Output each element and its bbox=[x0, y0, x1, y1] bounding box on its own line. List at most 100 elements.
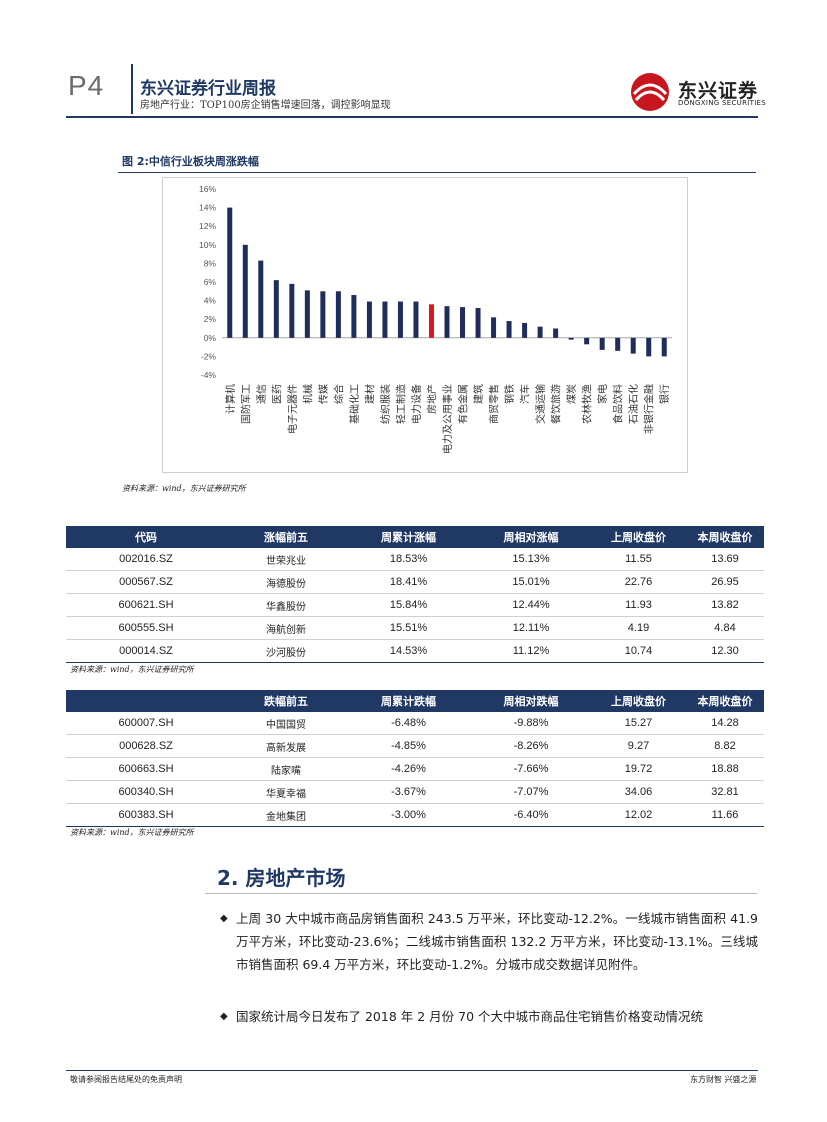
x-tick-label: 建材 bbox=[363, 384, 376, 404]
value-cell: 4.84 bbox=[686, 616, 764, 640]
stock-name-cell: 金地集团 bbox=[226, 803, 346, 827]
value-cell: 11.93 bbox=[591, 593, 686, 617]
paragraph: 上周 30 大中城市商品房销售面积 243.5 万平米，环比变动-12.2%。一… bbox=[236, 911, 758, 972]
bar bbox=[599, 337, 605, 350]
col-header: 跌幅前五 bbox=[226, 690, 346, 712]
value-cell: 13.69 bbox=[686, 548, 764, 571]
value-cell: 14.53% bbox=[346, 639, 471, 663]
value-cell: 12.02 bbox=[591, 803, 686, 827]
value-cell: -6.48% bbox=[346, 712, 471, 735]
value-cell: -6.40% bbox=[471, 803, 591, 827]
x-tick-label: 医药 bbox=[271, 384, 283, 404]
stock-name-cell: 高新发展 bbox=[226, 734, 346, 758]
x-tick-label: 商贸零售 bbox=[488, 384, 501, 424]
losers-header-row: 跌幅前五 周累计跌幅 周相对跌幅 上周收盘价 本周收盘价 bbox=[66, 690, 764, 712]
logo-text-en: DONGXING SECURITIES bbox=[678, 99, 767, 107]
bar bbox=[506, 321, 512, 338]
stock-code-cell: 000567.SZ bbox=[66, 570, 226, 594]
value-cell: -8.26% bbox=[471, 734, 591, 758]
bar bbox=[522, 322, 528, 338]
value-cell: 12.44% bbox=[471, 593, 591, 617]
x-tick-label: 农林牧渔 bbox=[581, 384, 594, 424]
value-cell: 22.76 bbox=[591, 570, 686, 594]
bar bbox=[273, 280, 279, 338]
table-row: 002016.SZ 世荣兆业 18.53% 15.13% 11.55 13.69 bbox=[66, 548, 764, 571]
x-tick-label: 轻工制造 bbox=[394, 384, 407, 424]
x-tick-label: 基础化工 bbox=[348, 384, 361, 424]
y-tick-label: 10% bbox=[199, 240, 216, 250]
stock-name-cell: 中国国贸 bbox=[226, 712, 346, 735]
bar bbox=[661, 337, 667, 357]
col-header: 本周收盘价 bbox=[686, 690, 764, 712]
bar bbox=[553, 328, 559, 338]
col-header: 周累计跌幅 bbox=[346, 690, 471, 712]
y-tick-label: -4% bbox=[201, 370, 217, 380]
col-header: 周相对跌幅 bbox=[471, 690, 591, 712]
bar bbox=[630, 337, 636, 354]
value-cell: 4.19 bbox=[591, 616, 686, 640]
value-cell: 26.95 bbox=[686, 570, 764, 594]
col-header: 周累计涨幅 bbox=[346, 526, 471, 548]
y-tick-label: 14% bbox=[199, 203, 216, 213]
value-cell: -9.88% bbox=[471, 712, 591, 735]
col-header: 涨幅前五 bbox=[226, 526, 346, 548]
value-cell: 34.06 bbox=[591, 780, 686, 804]
bar bbox=[320, 291, 326, 338]
value-cell: -4.26% bbox=[346, 757, 471, 781]
x-tick-label: 计算机 bbox=[224, 384, 237, 414]
y-tick-label: 8% bbox=[204, 258, 217, 268]
bar bbox=[475, 308, 481, 338]
paragraph: 国家统计局今日发布了 2018 年 2 月份 70 个大中城市商品住宅销售价格变… bbox=[236, 1009, 704, 1024]
dongxing-logo-icon bbox=[631, 73, 669, 111]
bar bbox=[537, 326, 543, 338]
losers-table: 跌幅前五 周累计跌幅 周相对跌幅 上周收盘价 本周收盘价 600007.SH 中国… bbox=[66, 690, 764, 827]
col-header: 代码 bbox=[66, 526, 226, 548]
bar bbox=[351, 295, 357, 338]
section-heading: 2. 房地产市场 bbox=[217, 866, 346, 890]
table-row: 600007.SH 中国国贸 -6.48% -9.88% 15.27 14.28 bbox=[66, 712, 764, 735]
y-tick-label: 4% bbox=[204, 296, 217, 306]
value-cell: 15.27 bbox=[591, 712, 686, 735]
value-cell: 10.74 bbox=[591, 639, 686, 663]
stock-code-cell: 600383.SH bbox=[66, 803, 226, 827]
col-header: 周相对涨幅 bbox=[471, 526, 591, 548]
report-title: 东兴证券行业周报 bbox=[140, 79, 276, 99]
report-subtitle: 房地产行业：TOP100房企销售增速回落，调控影响显现 bbox=[140, 100, 391, 111]
x-tick-label: 有色金属 bbox=[457, 384, 470, 424]
stock-name-cell: 海航创新 bbox=[226, 616, 346, 640]
value-cell: -3.00% bbox=[346, 803, 471, 827]
y-tick-label: 0% bbox=[204, 333, 217, 343]
footer-disclaimer: 敬请参阅报告结尾处的免责声明 bbox=[70, 1075, 182, 1084]
logo-text-cn: 东兴证券 bbox=[678, 80, 759, 102]
y-tick-label: 2% bbox=[204, 314, 217, 324]
col-header bbox=[66, 690, 226, 712]
bullet-icon: ◆ bbox=[220, 913, 228, 924]
gainers-header-row: 代码 涨幅前五 周累计涨幅 周相对涨幅 上周收盘价 本周收盘价 bbox=[66, 526, 764, 548]
bar bbox=[366, 301, 372, 338]
stock-name-cell: 世荣兆业 bbox=[226, 548, 346, 571]
header-divider bbox=[131, 64, 133, 114]
page-number: P4 bbox=[68, 70, 105, 101]
x-tick-label: 机械 bbox=[301, 384, 314, 404]
value-cell: -7.07% bbox=[471, 780, 591, 804]
x-tick-label: 家电 bbox=[596, 384, 609, 404]
value-cell: 12.30 bbox=[686, 639, 764, 663]
col-header: 本周收盘价 bbox=[686, 526, 764, 548]
x-tick-label: 建筑 bbox=[472, 384, 485, 404]
section-rule bbox=[205, 893, 757, 894]
value-cell: -4.85% bbox=[346, 734, 471, 758]
gainers-source: 资料来源：wind，东兴证券研究所 bbox=[70, 665, 194, 674]
x-tick-label: 房地产 bbox=[425, 384, 438, 414]
bar bbox=[242, 244, 248, 338]
stock-code-cell: 600663.SH bbox=[66, 757, 226, 781]
y-tick-label: -2% bbox=[201, 351, 217, 361]
value-cell: 18.88 bbox=[686, 757, 764, 781]
table-row: 600555.SH 海航创新 15.51% 12.11% 4.19 4.84 bbox=[66, 616, 764, 640]
x-tick-label: 食品饮料 bbox=[612, 384, 625, 424]
value-cell: 15.01% bbox=[471, 570, 591, 594]
footer-rule bbox=[66, 1070, 758, 1071]
bar bbox=[646, 337, 652, 357]
footer-slogan: 东方财智 兴盛之源 bbox=[690, 1075, 757, 1084]
stock-code-cell: 600340.SH bbox=[66, 780, 226, 804]
value-cell: 18.53% bbox=[346, 548, 471, 571]
